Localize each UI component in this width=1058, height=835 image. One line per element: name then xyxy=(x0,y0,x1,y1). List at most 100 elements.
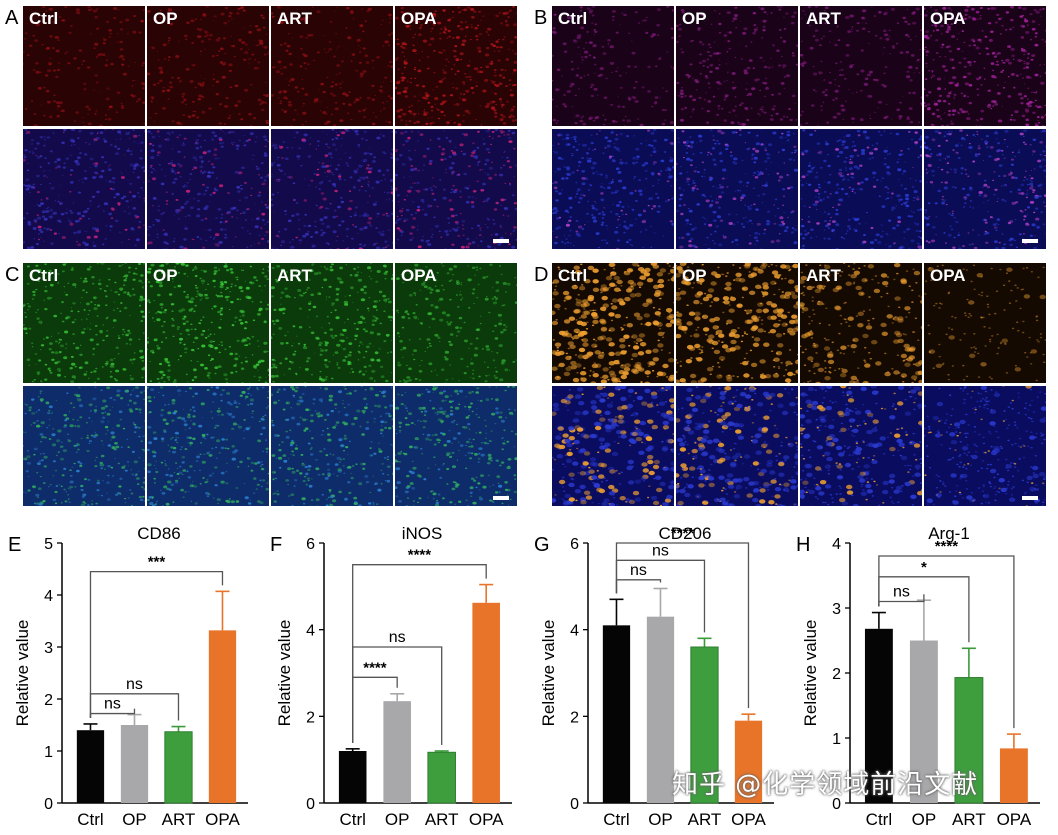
tile-label: OPA xyxy=(930,9,966,29)
x-tick-label: OPA xyxy=(997,810,1032,829)
micrograph-c-opa-merged xyxy=(394,385,518,507)
y-tick-label: 4 xyxy=(832,536,841,553)
tile-label: Ctrl xyxy=(29,9,58,29)
tile-label: Ctrl xyxy=(558,266,587,286)
micrograph-c-art-merged xyxy=(270,385,394,507)
micrograph-b-op-merged xyxy=(675,128,799,250)
micrograph-b-ctrl-merged xyxy=(551,128,675,250)
chart-title: iNOS xyxy=(402,524,443,543)
micrograph-a-opa-marker: OPA xyxy=(394,5,518,127)
significance-label: **** xyxy=(408,547,432,564)
x-tick-label: ART xyxy=(688,810,722,829)
micrograph-a-art-marker: ART xyxy=(270,5,394,127)
y-tick-label: 5 xyxy=(44,536,53,553)
significance-label: **** xyxy=(671,525,695,542)
x-tick-label: OP xyxy=(122,810,147,829)
micrograph-a-art-merged xyxy=(270,128,394,250)
significance-label: * xyxy=(921,559,927,576)
y-tick-label: 4 xyxy=(306,623,315,640)
significance-label: ns xyxy=(126,676,143,693)
x-tick-label: ART xyxy=(425,810,459,829)
y-tick-label: 6 xyxy=(306,536,315,553)
micrograph-b-art-merged xyxy=(799,128,923,250)
tile-label: OPA xyxy=(401,9,437,29)
micrograph-a-ctrl-merged xyxy=(22,128,146,250)
x-tick-label: Ctrl xyxy=(339,810,365,829)
micrograph-d-op-merged xyxy=(675,385,799,507)
panel-letter-d: D xyxy=(534,265,548,285)
micrograph-a-op-merged xyxy=(146,128,270,250)
panel-letter-a: A xyxy=(5,8,18,28)
x-tick-label: ART xyxy=(952,810,986,829)
significance-label: **** xyxy=(363,659,387,676)
y-tick-label: 2 xyxy=(306,709,315,726)
micrograph-c-ctrl-marker: Ctrl xyxy=(22,262,146,384)
x-tick-label: Ctrl xyxy=(77,810,103,829)
y-tick-label: 4 xyxy=(44,588,53,605)
significance-label: ns xyxy=(652,542,669,559)
bar-opa xyxy=(209,630,236,803)
x-tick-label: OP xyxy=(385,810,410,829)
micrograph-d-opa-merged xyxy=(923,385,1047,507)
significance-label: ns xyxy=(104,696,121,713)
micrograph-d-art-merged xyxy=(799,385,923,507)
panel-letter-h: H xyxy=(796,534,810,556)
scale-bar xyxy=(493,239,509,243)
tile-label: OP xyxy=(153,266,178,286)
x-tick-label: OPA xyxy=(469,810,504,829)
tile-label: Ctrl xyxy=(558,9,587,29)
micrograph-c-opa-marker: OPA xyxy=(394,262,518,384)
x-tick-label: Ctrl xyxy=(866,810,892,829)
tile-label: ART xyxy=(277,266,312,286)
y-tick-label: 4 xyxy=(570,623,579,640)
tile-label: OPA xyxy=(930,266,966,286)
bar-opa xyxy=(1000,748,1028,803)
micrograph-b-opa-marker: OPA xyxy=(923,5,1047,127)
x-tick-label: OPA xyxy=(731,810,766,829)
significance-label: ns xyxy=(893,584,910,601)
y-axis-label: Relative value xyxy=(13,620,32,727)
tile-label: OP xyxy=(682,266,707,286)
tile-label: OP xyxy=(682,9,707,29)
watermark: 知乎 @化学领域前沿文献 xyxy=(672,764,978,801)
y-tick-label: 3 xyxy=(44,640,53,657)
scale-bar xyxy=(1022,496,1038,500)
micrograph-b-art-marker: ART xyxy=(799,5,923,127)
micrograph-d-ctrl-merged xyxy=(551,385,675,507)
panel-letter-c: C xyxy=(5,265,19,285)
x-tick-label: OPA xyxy=(205,810,240,829)
micrograph-a-op-marker: OP xyxy=(146,5,270,127)
significance-bracket xyxy=(879,556,1014,728)
micrograph-d-ctrl-marker: Ctrl xyxy=(551,262,675,384)
tile-label: OPA xyxy=(401,266,437,286)
tile-label: ART xyxy=(806,266,841,286)
significance-bracket xyxy=(353,565,487,743)
micrograph-c-ctrl-merged xyxy=(22,385,146,507)
scale-bar xyxy=(493,496,509,500)
y-tick-label: 2 xyxy=(44,692,53,709)
x-tick-label: OP xyxy=(648,810,673,829)
micrograph-a-ctrl-marker: Ctrl xyxy=(22,5,146,127)
scale-bar xyxy=(1022,239,1038,243)
micrograph-d-opa-marker: OPA xyxy=(923,262,1047,384)
x-tick-label: OP xyxy=(912,810,937,829)
micrograph-d-op-marker: OP xyxy=(675,262,799,384)
bar-op xyxy=(383,701,411,803)
significance-label: *** xyxy=(148,554,166,571)
panel-letter-b: B xyxy=(534,8,547,28)
tile-label: Ctrl xyxy=(29,266,58,286)
y-tick-label: 6 xyxy=(570,536,579,553)
micrograph-b-ctrl-marker: Ctrl xyxy=(551,5,675,127)
y-tick-label: 3 xyxy=(832,601,841,618)
tile-label: OP xyxy=(153,9,178,29)
panel-letter-g: G xyxy=(534,534,550,556)
micrograph-a-opa-merged xyxy=(394,128,518,250)
bar-opa xyxy=(472,603,500,803)
x-tick-label: ART xyxy=(162,810,196,829)
panel-letter-f: F xyxy=(270,534,282,556)
x-tick-label: Ctrl xyxy=(603,810,629,829)
y-axis-label: Relative value xyxy=(801,620,820,727)
micrograph-b-op-marker: OP xyxy=(675,5,799,127)
